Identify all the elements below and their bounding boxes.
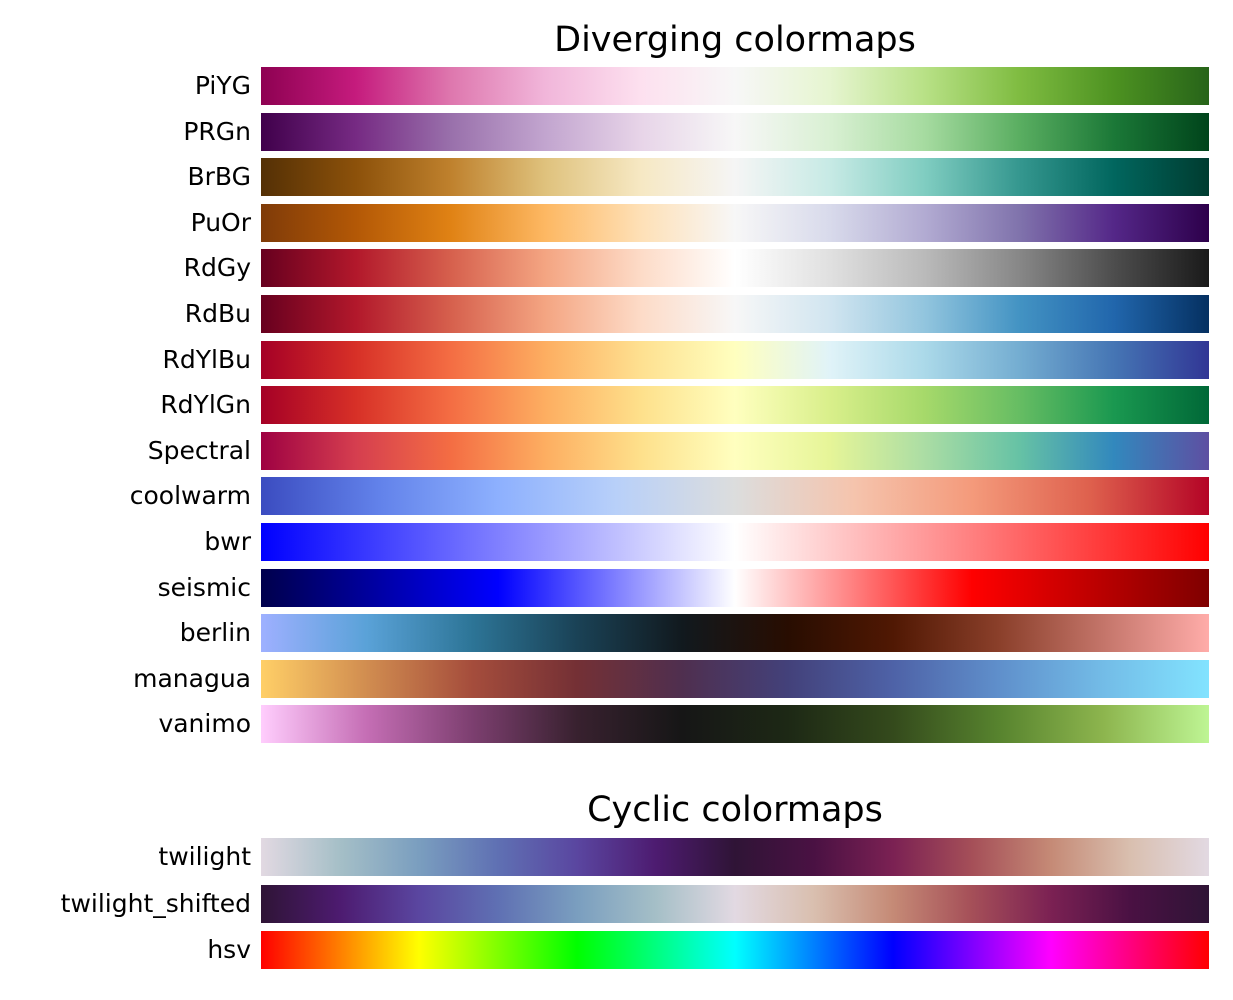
colormap-bar-vanimo [261,705,1209,744]
colormap-bar-rdylbu [261,340,1209,379]
colormap-bar-puor [261,203,1209,242]
colormap-bar-rdgy [261,249,1209,288]
colormap-bar-hsv [261,931,1209,970]
colormap-row-rdbu: RdBu [0,295,1233,333]
colormap-bar-brbg [261,158,1209,197]
colormap-row-rdylbu: RdYlBu [0,340,1233,379]
colormap-bar-coolwarm [261,477,1209,516]
colormap-bar-rdbu [261,295,1209,333]
colormap-bar-bwr [261,523,1209,561]
colormap-bar-prgn [261,112,1209,151]
colormap-row-managua: managua [0,659,1233,698]
colormap-bar-rdylgn [261,386,1209,425]
colormap-label: PuOr [190,207,251,237]
colormap-row-seismic: seismic [0,568,1233,607]
colormap-label: managua [133,663,251,693]
colormap-bar-seismic [261,568,1209,607]
colormap-label: seismic [157,572,251,602]
colormap-label: berlin [179,618,251,648]
colormap-label: RdGy [183,253,251,283]
colormap-row-rdylgn: RdYlGn [0,386,1233,425]
panel-title-cyclic: Cyclic colormaps [587,790,883,830]
colormap-row-brbg: BrBG [0,158,1233,197]
colormap-label: RdYlGn [160,390,251,420]
panel-title-diverging: Diverging colormaps [554,20,916,60]
colormap-row-vanimo: vanimo [0,705,1233,744]
colormap-bar-spectral [261,431,1209,470]
colormap-row-rdgy: RdGy [0,249,1233,288]
colormap-row-berlin: berlin [0,614,1233,653]
colormap-label: hsv [207,935,251,965]
colormap-label: PRGn [183,116,251,146]
colormap-bar-berlin [261,614,1209,653]
colormap-row-piyg: PiYG [0,67,1233,105]
colormap-label: PiYG [194,71,251,100]
colormap-bar-twilight-shifted [261,884,1209,923]
colormap-row-bwr: bwr [0,523,1233,561]
colormap-label: vanimo [158,709,251,739]
colormap-label: RdYlBu [162,344,251,374]
colormap-row-spectral: Spectral [0,431,1233,470]
colormap-row-hsv: hsv [0,931,1233,970]
colormap-bar-twilight [261,838,1209,876]
colormap-row-prgn: PRGn [0,112,1233,151]
colormap-label: BrBG [187,162,251,192]
colormap-label: bwr [204,527,251,556]
colormap-label: twilight [158,842,251,871]
colormap-label: twilight_shifted [60,888,251,918]
colormap-label: coolwarm [129,481,251,511]
colormap-label: RdBu [184,299,251,328]
colormap-row-puor: PuOr [0,203,1233,242]
colormap-label: Spectral [147,435,251,465]
colormap-bar-managua [261,659,1209,698]
colormap-bar-piyg [261,67,1209,105]
colormap-row-coolwarm: coolwarm [0,477,1233,516]
colormap-row-twilight: twilight [0,838,1233,876]
colormap-row-twilight-shifted: twilight_shifted [0,884,1233,923]
